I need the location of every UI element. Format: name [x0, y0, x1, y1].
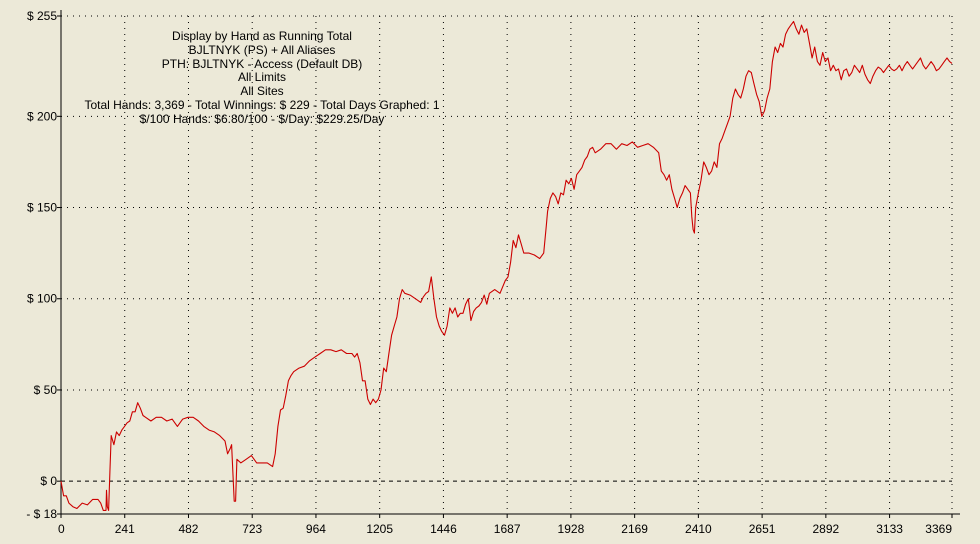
y-tick-label: $ 100 — [27, 292, 57, 306]
axes — [57, 10, 960, 518]
y-tick-label: $ 255 — [27, 9, 57, 23]
x-tick-label: 3369 — [925, 522, 952, 536]
x-tick-label: 2410 — [685, 522, 712, 536]
running-total-line — [60, 20, 953, 511]
x-tick-labels: 0 241 482 723 964 1205 1446 1687 1928 2169 2410 265… — [58, 522, 952, 536]
x-tick-label: 0 — [58, 522, 65, 536]
info-totals: Total Hands: 3,369 - Total Winnings: $ 2… — [84, 97, 440, 112]
info-sites: All Sites — [240, 84, 284, 99]
info-limits: All Limits — [237, 70, 286, 85]
info-player: BJLTNYK (PS) + All Aliases — [188, 42, 336, 57]
chart-info-box: Display by Hand as Running Total BJLTNYK… — [62, 29, 462, 127]
x-tick-label: 723 — [242, 522, 262, 536]
info-rates: $/100 Hands: $6.80/100 - $/Day: $229.25/… — [139, 111, 385, 126]
info-database: PTH: BJLTNYK - Access (Default DB) — [161, 56, 363, 71]
x-tick-label: 1446 — [430, 522, 457, 536]
y-tick-label: - $ 18 — [26, 507, 57, 521]
series-layer — [60, 20, 953, 511]
y-tick-label: $ 150 — [27, 201, 57, 215]
x-tick-label: 482 — [178, 522, 198, 536]
x-tick-label: 241 — [115, 522, 135, 536]
x-tick-label: 2892 — [812, 522, 839, 536]
y-tick-label: $ 200 — [27, 109, 57, 123]
x-tick-label: 2651 — [749, 522, 776, 536]
x-tick-label: 3133 — [876, 522, 903, 536]
x-tick-label: 964 — [306, 522, 326, 536]
x-tick-label: 1928 — [558, 522, 585, 536]
x-tick-label: 1205 — [366, 522, 393, 536]
x-tick-label: 2169 — [621, 522, 648, 536]
y-tick-label: $ 0 — [40, 474, 57, 488]
info-title: Display by Hand as Running Total — [172, 29, 352, 43]
x-tick-label: 1687 — [494, 522, 521, 536]
y-tick-label: $ 50 — [34, 383, 58, 397]
y-tick-labels: $ 255 $ 200 $ 150 $ 100 $ 50 $ 0 - $ 18 — [26, 9, 57, 521]
